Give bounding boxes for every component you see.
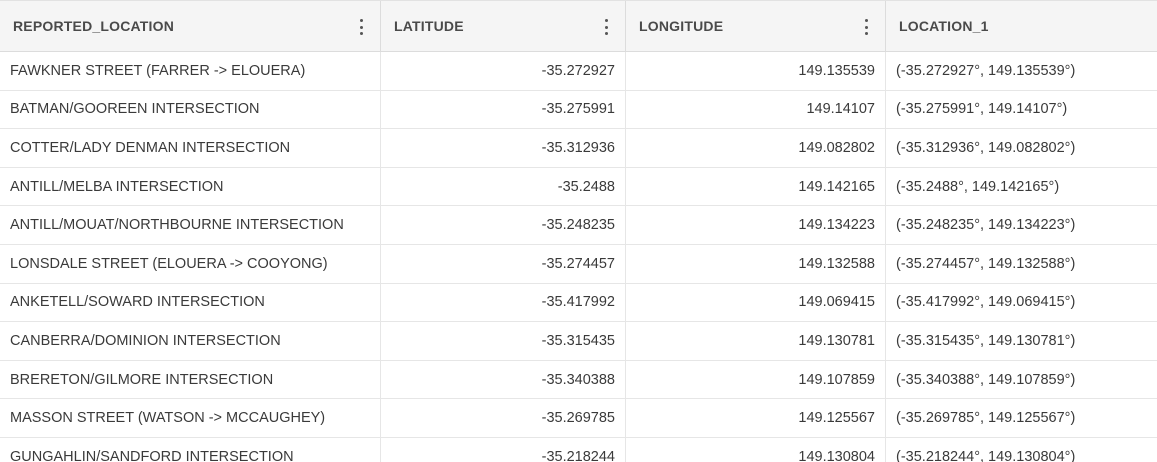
cell-longitude: 149.14107	[626, 90, 886, 129]
cell-longitude: 149.134223	[626, 206, 886, 244]
column-header-longitude[interactable]: LONGITUDE	[626, 1, 886, 51]
table-row[interactable]: COTTER/LADY DENMAN INTERSECTION -35.3129…	[0, 129, 1157, 168]
cell-location-1: (-35.248235°, 149.134223°)	[896, 217, 1076, 234]
table-row[interactable]: BATMAN/GOOREEN INTERSECTION -35.275991 1…	[0, 90, 1157, 130]
cell-longitude: 149.125567	[626, 399, 886, 437]
cell-reported-location: ANTILL/MELBA INTERSECTION	[0, 167, 381, 206]
column-label: REPORTED_LOCATION	[13, 18, 175, 34]
table-row[interactable]: CANBERRA/DOMINION INTERSECTION -35.31543…	[0, 322, 1157, 361]
cell-longitude: 149.142165	[626, 167, 886, 206]
cell-reported-location: FAWKNER STREET (FARRER -> ELOUERA)	[0, 52, 381, 90]
cell-latitude: -35.248235	[381, 206, 626, 244]
cell-location-1: (-35.315435°, 149.130781°)	[896, 332, 1076, 349]
table-row[interactable]: FAWKNER STREET (FARRER -> ELOUERA) -35.2…	[0, 52, 1157, 91]
cell-longitude: 149.135539	[626, 52, 886, 90]
kebab-menu-icon[interactable]	[604, 19, 608, 35]
table-row[interactable]: ANTILL/MOUAT/NORTHBOURNE INTERSECTION -3…	[0, 206, 1157, 245]
cell-longitude: 149.132588	[626, 244, 886, 283]
grid-header: REPORTED_LOCATION LATITUDE LONGITUDE LOC…	[0, 0, 1157, 52]
cell-latitude: -35.218244	[381, 437, 626, 462]
cell-latitude: -35.275991	[381, 90, 626, 129]
cell-location-1: (-35.218244°, 149.130804°)	[896, 448, 1076, 462]
cell-latitude: -35.274457	[381, 244, 626, 283]
table-row[interactable]: GUNGAHLIN/SANDFORD INTERSECTION -35.2182…	[0, 437, 1157, 462]
column-header-reported-location[interactable]: REPORTED_LOCATION	[0, 1, 381, 51]
cell-location-1: (-35.340388°, 149.107859°)	[896, 371, 1076, 388]
column-label: LONGITUDE	[639, 18, 724, 34]
cell-latitude: -35.340388	[381, 360, 626, 399]
kebab-menu-icon[interactable]	[864, 19, 868, 35]
cell-latitude: -35.272927	[381, 52, 626, 90]
cell-location-1: (-35.275991°, 149.14107°)	[896, 101, 1068, 118]
cell-longitude: 149.130781	[626, 322, 886, 360]
column-label: LOCATION_1	[899, 18, 989, 34]
cell-reported-location: MASSON STREET (WATSON -> MCCAUGHEY)	[0, 399, 381, 437]
cell-longitude: 149.069415	[626, 283, 886, 322]
cell-reported-location: ANTILL/MOUAT/NORTHBOURNE INTERSECTION	[0, 206, 381, 244]
table-row[interactable]: BRERETON/GILMORE INTERSECTION -35.340388…	[0, 360, 1157, 400]
cell-reported-location: BRERETON/GILMORE INTERSECTION	[0, 360, 381, 399]
cell-latitude: -35.269785	[381, 399, 626, 437]
column-header-location-1[interactable]: LOCATION_1	[886, 1, 1157, 51]
column-header-latitude[interactable]: LATITUDE	[381, 1, 626, 51]
cell-reported-location: GUNGAHLIN/SANDFORD INTERSECTION	[0, 437, 381, 462]
cell-reported-location: LONSDALE STREET (ELOUERA -> COOYONG)	[0, 244, 381, 283]
cell-reported-location: CANBERRA/DOMINION INTERSECTION	[0, 322, 381, 360]
table-row[interactable]: LONSDALE STREET (ELOUERA -> COOYONG) -35…	[0, 244, 1157, 284]
cell-longitude: 149.130804	[626, 437, 886, 462]
cell-location-1: (-35.417992°, 149.069415°)	[896, 294, 1076, 311]
cell-latitude: -35.2488	[381, 167, 626, 206]
cell-location-1: (-35.274457°, 149.132588°)	[896, 255, 1076, 272]
column-label: LATITUDE	[394, 18, 464, 34]
cell-location-1: (-35.312936°, 149.082802°)	[896, 139, 1076, 156]
cell-reported-location: ANKETELL/SOWARD INTERSECTION	[0, 283, 381, 322]
grid-body: FAWKNER STREET (FARRER -> ELOUERA) -35.2…	[0, 52, 1157, 462]
cell-reported-location: COTTER/LADY DENMAN INTERSECTION	[0, 129, 381, 167]
table-row[interactable]: MASSON STREET (WATSON -> MCCAUGHEY) -35.…	[0, 399, 1157, 438]
kebab-menu-icon[interactable]	[359, 19, 363, 35]
cell-latitude: -35.315435	[381, 322, 626, 360]
table-row[interactable]: ANTILL/MELBA INTERSECTION -35.2488 149.1…	[0, 167, 1157, 207]
cell-latitude: -35.312936	[381, 129, 626, 167]
cell-location-1: (-35.2488°, 149.142165°)	[896, 178, 1060, 195]
cell-longitude: 149.107859	[626, 360, 886, 399]
cell-location-1: (-35.272927°, 149.135539°)	[896, 62, 1076, 79]
cell-longitude: 149.082802	[626, 129, 886, 167]
cell-reported-location: BATMAN/GOOREEN INTERSECTION	[0, 90, 381, 129]
table-row[interactable]: ANKETELL/SOWARD INTERSECTION -35.417992 …	[0, 283, 1157, 323]
cell-location-1: (-35.269785°, 149.125567°)	[896, 410, 1076, 427]
cell-latitude: -35.417992	[381, 283, 626, 322]
